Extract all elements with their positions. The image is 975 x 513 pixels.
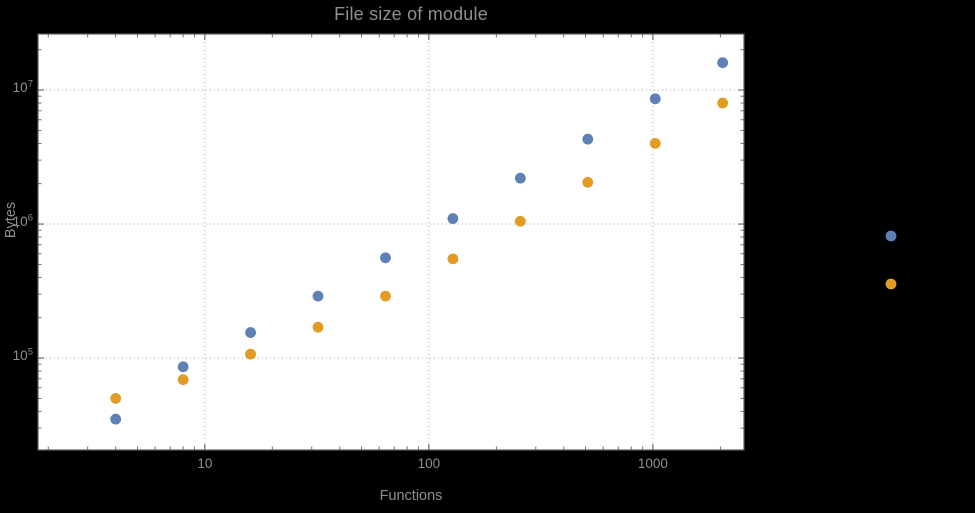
data-point-blue: [649, 93, 661, 105]
y-tick-label: 107: [12, 78, 33, 96]
data-point-orange: [447, 253, 459, 265]
data-point-orange: [312, 321, 324, 333]
data-point-blue: [582, 133, 594, 145]
data-point-blue: [110, 413, 122, 425]
plot-area: [38, 34, 744, 450]
data-point-blue: [245, 327, 256, 338]
data-point-blue: [514, 172, 526, 184]
data-point-blue: [380, 252, 391, 264]
data-point-blue: [447, 213, 459, 224]
plot-frame: [37, 33, 745, 451]
x-tick-label: 100: [417, 456, 441, 471]
x-axis-label: Functions: [379, 488, 443, 504]
data-point-orange: [177, 374, 189, 386]
data-point-blue: [312, 290, 324, 302]
legend-marker: [885, 278, 897, 290]
legend-marker: [885, 230, 897, 242]
data-point-orange: [582, 176, 594, 188]
x-tick-label: 10: [197, 456, 213, 471]
y-tick-label: 106: [12, 212, 33, 230]
data-point-orange: [717, 97, 729, 109]
x-tick-label: 1000: [637, 456, 668, 471]
data-point-orange: [380, 290, 391, 302]
y-tick-label: 105: [12, 346, 33, 364]
chart-title: File size of module: [334, 4, 488, 24]
data-point-blue: [717, 57, 729, 69]
data-point-orange: [110, 392, 122, 404]
data-point-orange: [245, 348, 256, 360]
data-point-orange: [649, 137, 661, 149]
data-point-blue: [177, 361, 189, 373]
data-point-orange: [514, 215, 526, 227]
